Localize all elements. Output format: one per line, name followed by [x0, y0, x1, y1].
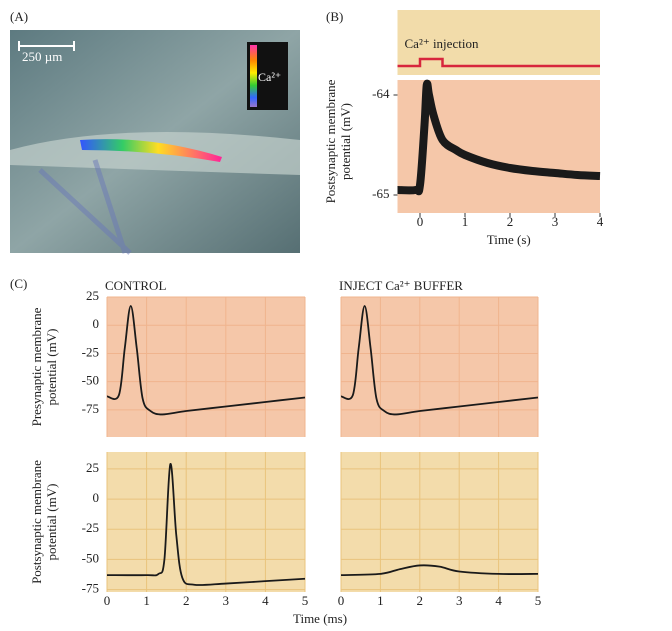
- y-tick-label: -50: [82, 550, 99, 565]
- chart: 0 1 2 3 4 5: [338, 452, 542, 608]
- chart: (C) CONTROL 25 0 -25 -50 -75 Presynaptic membra…: [10, 276, 306, 437]
- panel-label: (A): [10, 9, 28, 24]
- trace: [340, 564, 539, 577]
- y-axis-label: potential (mV): [44, 484, 59, 561]
- y-axis-label: Presynaptic membrane: [29, 307, 44, 426]
- image-panel: (A) 250 µm Ca²⁺: [10, 9, 300, 255]
- panel-label: (C): [10, 276, 27, 291]
- scale-bar-label: 250 µm: [22, 49, 62, 64]
- y-tick-label: -75: [82, 401, 99, 416]
- trace: [340, 305, 539, 416]
- x-tick-label: 3: [223, 593, 230, 608]
- plot-background: [107, 297, 305, 437]
- x-tick-label: 4: [597, 214, 604, 229]
- x-tick-label: 3: [456, 593, 463, 608]
- x-tick-label: 1: [143, 593, 150, 608]
- stimulus-strip: [397, 10, 600, 75]
- y-tick-label: -75: [82, 581, 99, 596]
- plot-background: [341, 452, 538, 592]
- y-axis-label: potential (mV): [44, 329, 59, 406]
- x-tick-label: 0: [338, 593, 345, 608]
- x-tick-label: 2: [183, 593, 190, 608]
- y-tick-label: 0: [93, 316, 100, 331]
- legend-label: Ca²⁺: [258, 70, 281, 84]
- y-tick-label: 25: [86, 288, 99, 303]
- y-tick-label: -64: [372, 86, 390, 101]
- x-tick-label: 0: [104, 593, 111, 608]
- x-tick-label: 5: [535, 593, 542, 608]
- x-tick-label: 5: [302, 593, 309, 608]
- chart-title: CONTROL: [105, 278, 166, 293]
- plot-background: [107, 452, 305, 592]
- y-axis-label: Postsynaptic membrane: [29, 460, 44, 584]
- plot-background: [341, 297, 538, 437]
- y-tick-label: -50: [82, 373, 99, 388]
- axon-trace: [38, 159, 132, 255]
- panel-label: (B): [326, 9, 343, 24]
- x-tick-label: 2: [417, 593, 424, 608]
- legend-colorbar: [250, 45, 257, 107]
- x-axis-label: Time (s): [487, 232, 531, 247]
- chart-title: INJECT Ca²⁺ BUFFER: [339, 278, 463, 293]
- y-tick-label: -25: [82, 520, 99, 535]
- y-axis-label: potential (mV): [338, 103, 353, 180]
- chart: 0 1 2 3 4 5 25 0 -25 -50 -75 Postsynaptic membrane p…: [29, 452, 347, 626]
- x-tick-label: 4: [495, 593, 502, 608]
- x-tick-label: 1: [377, 593, 384, 608]
- x-tick-label: 2: [507, 214, 514, 229]
- y-tick-label: -65: [372, 186, 389, 201]
- annotation: Ca²⁺ injection: [405, 36, 479, 51]
- x-tick-label: 1: [462, 214, 469, 229]
- trace: [106, 463, 306, 586]
- x-tick-label: 4: [262, 593, 269, 608]
- injection-step: [397, 57, 600, 68]
- chart: (B) 0 1 2 3 4 -64 -65 Postsynaptic membrane poten…: [323, 9, 604, 247]
- trace: [106, 305, 306, 416]
- y-axis-label: Postsynaptic membrane: [323, 79, 338, 203]
- x-tick-label: 3: [552, 214, 559, 229]
- y-tick-label: 25: [86, 460, 99, 475]
- calcium-signal: [80, 139, 222, 162]
- chart: INJECT Ca²⁺ BUFFER: [339, 278, 539, 437]
- x-axis-label: Time (ms): [293, 611, 347, 626]
- y-tick-label: -25: [82, 344, 99, 359]
- x-tick-label: 0: [417, 214, 424, 229]
- trace: [397, 79, 601, 196]
- y-tick-label: 0: [93, 490, 100, 505]
